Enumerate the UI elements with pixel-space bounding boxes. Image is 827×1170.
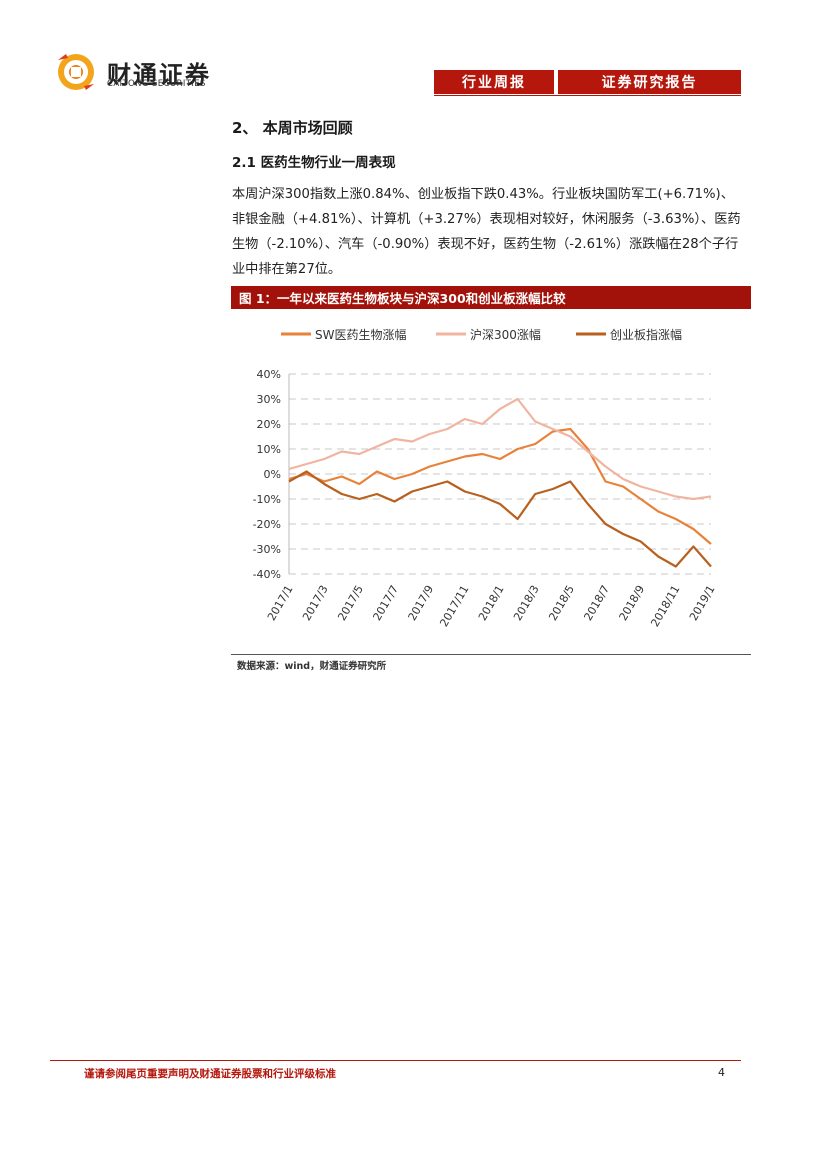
x-tick-label: 2017/7 [370, 583, 401, 623]
company-logo-icon [58, 54, 94, 90]
x-tick-label: 2018/9 [617, 583, 648, 623]
series-line-2 [288, 397, 712, 501]
logo-english-name: CAITONG SECURITIES [107, 79, 206, 89]
y-tick-label: -30% [253, 543, 281, 556]
footer-divider [50, 1060, 741, 1061]
x-tick-label: 2018/1 [476, 583, 507, 623]
subsection-heading: 2.1 医药生物行业一周表现 [232, 155, 396, 171]
x-tick-label: 2017/11 [437, 583, 471, 629]
y-tick-label: 30% [257, 393, 281, 406]
x-tick-label: 2017/9 [406, 583, 437, 623]
logo-chinese-name: 财通证券 [107, 61, 211, 89]
x-tick-label: 2018/5 [546, 583, 577, 623]
x-tick-label: 2018/7 [581, 583, 612, 623]
series-line-1 [288, 427, 712, 545]
y-tick-label: 20% [257, 418, 281, 431]
report-category-tab: 证券研究报告 [558, 70, 741, 94]
y-tick-label: -40% [253, 568, 281, 581]
x-tick-label: 2018/11 [648, 583, 682, 629]
x-tick-label: 2019/1 [687, 583, 718, 623]
x-tick-label: 2017/3 [300, 583, 331, 623]
legend-label: 沪深300涨幅 [470, 327, 541, 342]
footer-disclaimer: 谨请参阅尾页重要声明及财通证券股票和行业评级标准 [84, 1068, 336, 1080]
figure-source: 数据来源：wind，财通证券研究所 [237, 661, 387, 672]
y-tick-label: 10% [257, 443, 281, 456]
legend-label: 创业板指涨幅 [610, 327, 682, 342]
series-line-3 [288, 470, 712, 568]
section-paragraph: 本周沪深300指数上涨0.84%、创业板指下跌0.43%。行业板块国防军工(+6… [232, 187, 741, 277]
header-divider [434, 95, 741, 96]
line-chart: 40%30%20%10%0%-10%-20%-30%-40%2017/1 2017… [253, 327, 718, 629]
y-tick-label: -20% [253, 518, 281, 531]
y-tick-label: 40% [257, 368, 281, 381]
y-tick-label: 0% [264, 468, 281, 481]
source-divider [231, 654, 751, 655]
page-number: 4 [718, 1066, 725, 1079]
x-tick-label: 2017/1 [265, 583, 296, 623]
y-tick-label: -10% [253, 493, 281, 506]
x-tick-label: 2017/5 [335, 583, 366, 623]
x-tick-label: 2018/3 [511, 583, 542, 623]
figure-title: 图 1：一年以来医药生物板块与沪深300和创业板涨幅比较 [231, 286, 751, 309]
report-type-tab: 行业周报 [434, 70, 554, 94]
section-heading: 2、 本周市场回顾 [232, 119, 353, 137]
legend-label: SW医药生物涨幅 [315, 327, 406, 342]
